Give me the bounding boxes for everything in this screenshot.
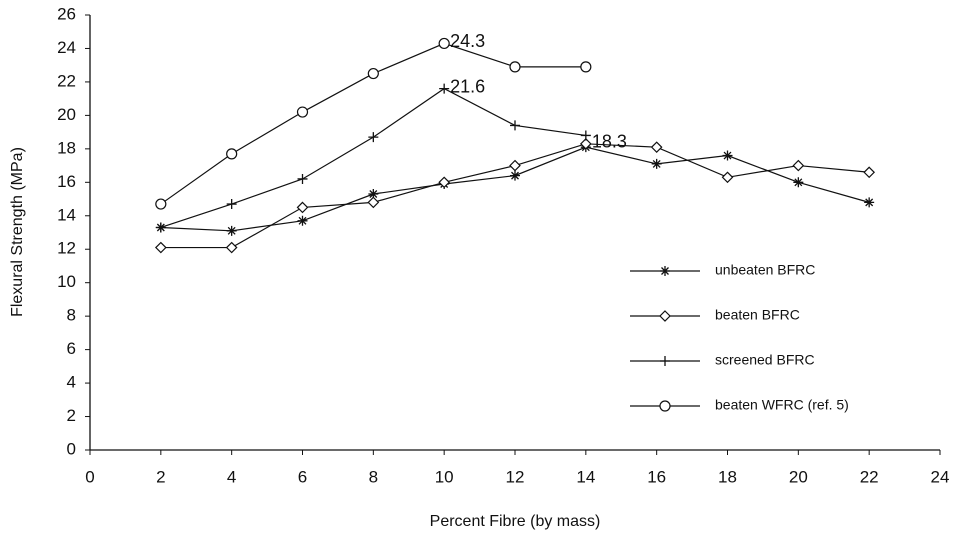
data-point [793,177,804,188]
legend-label: unbeaten BFRC [715,262,815,278]
data-point [225,241,238,254]
data-point [297,215,308,226]
data-point [368,189,379,200]
data-point [579,137,592,150]
x-axis-title: Percent Fibre (by mass) [430,513,601,530]
x-tick-label: 6 [298,467,307,486]
y-tick-label: 12 [57,239,76,258]
x-tick-label: 18 [718,467,737,486]
data-point [510,120,520,131]
legend-label: screened BFRC [715,352,815,368]
legend-label: beaten BFRC [715,307,800,323]
data-point [154,241,167,254]
x-tick-label: 0 [85,467,94,486]
data-point [438,176,451,189]
data-point [722,150,733,161]
legend-marker [660,356,670,366]
x-tick-label: 4 [227,467,236,486]
y-tick-label: 0 [67,439,76,458]
series-line [160,143,870,249]
data-point [226,199,237,210]
y-tick-label: 8 [67,306,76,325]
x-tick-label: 8 [369,467,378,486]
value-label: 24.3 [450,31,485,51]
data-point [439,83,450,94]
value-label: 18.3 [592,132,627,152]
data-point [651,158,662,169]
data-point [650,141,663,154]
series-line [160,146,870,232]
x-tick-label: 22 [860,467,879,486]
legend-marker [659,400,671,412]
series-line [160,42,586,205]
y-tick-label: 6 [67,339,76,358]
data-point [580,130,591,141]
data-point [510,170,520,181]
data-point [155,222,166,233]
y-tick-label: 22 [57,71,76,90]
y-tick-label: 10 [57,272,76,291]
legend-marker [660,266,670,276]
y-tick-label: 26 [57,4,76,23]
data-point [863,166,876,179]
y-axis-title: Flexural Strength (MPa) [9,147,26,317]
legend-marker [659,310,671,322]
data-point [792,159,805,172]
y-tick-label: 14 [57,205,76,224]
data-point [296,201,309,214]
x-tick-label: 12 [506,467,525,486]
y-tick-label: 2 [67,406,76,425]
value-label: 21.6 [450,76,485,96]
data-point [367,196,380,209]
x-tick-label: 16 [647,467,666,486]
y-tick-label: 16 [57,172,76,191]
data-point [155,198,167,210]
data-point [226,225,237,236]
data-point [368,132,379,143]
x-tick-label: 14 [576,467,595,486]
x-tick-label: 24 [931,467,950,486]
data-point [226,148,238,160]
data-point [509,61,521,73]
x-tick-label: 10 [435,467,454,486]
data-point [296,106,309,118]
x-tick-label: 2 [156,467,165,486]
data-point [864,197,875,208]
y-tick-label: 24 [57,38,76,57]
data-point [721,171,734,184]
y-tick-label: 20 [57,105,76,124]
x-tick-label: 20 [789,467,808,486]
data-point [509,159,521,172]
data-point [580,61,592,73]
y-tick-label: 18 [57,138,76,157]
legend-label: beaten WFRC (ref. 5) [715,397,849,413]
data-point [438,37,450,50]
data-point [297,173,308,184]
data-point [367,67,379,80]
y-tick-label: 4 [67,373,76,392]
